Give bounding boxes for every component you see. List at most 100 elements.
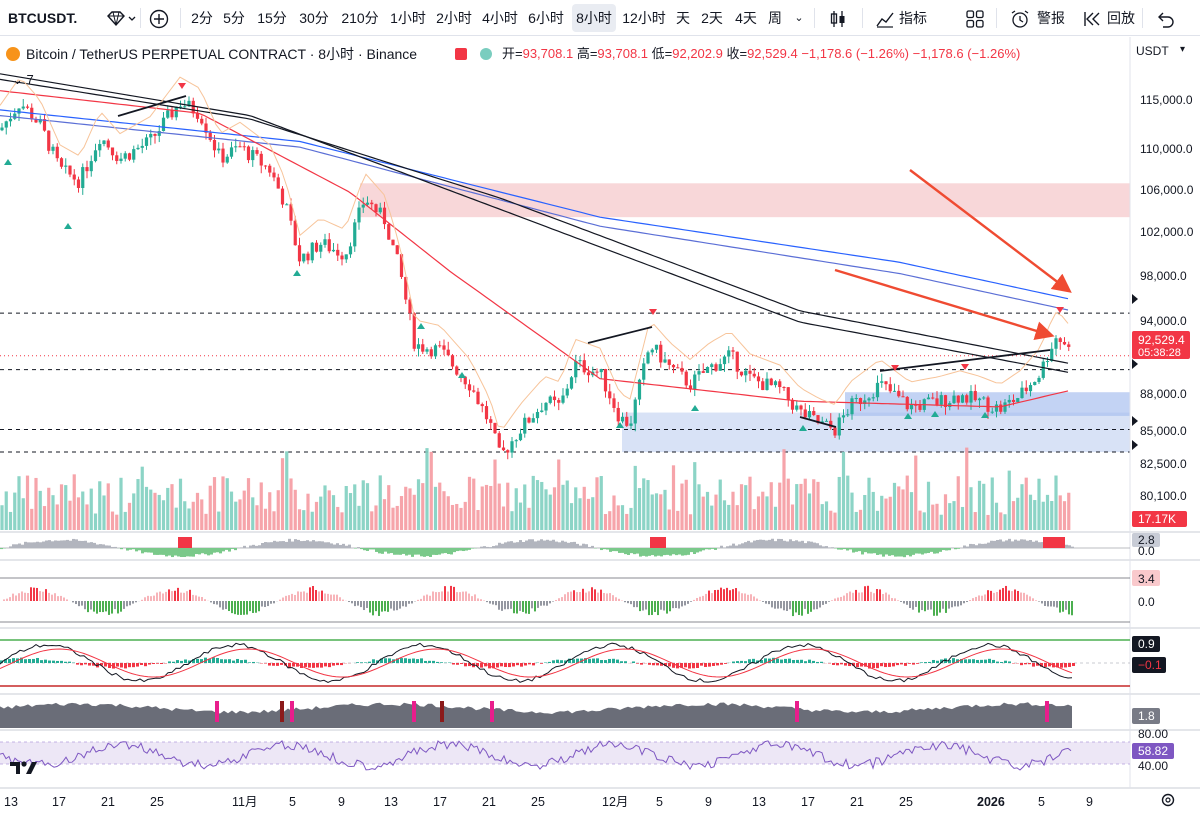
indicators-icon[interactable] [870, 4, 900, 32]
interval-8h[interactable]: 8小时 [572, 4, 616, 32]
macd-bar [1024, 663, 1027, 665]
interval-15m[interactable]: 15分 [257, 10, 287, 26]
interval-12h[interactable]: 12小时 [622, 10, 666, 26]
interval-4h[interactable]: 4小时 [482, 10, 518, 26]
volume-bar [761, 491, 765, 530]
volume-bar [493, 459, 497, 530]
oscillator-bar [396, 548, 399, 555]
candle-body [132, 149, 136, 160]
histogram-bar [474, 594, 476, 601]
histogram-bar [759, 600, 761, 601]
currency-selector[interactable]: USDT [1136, 44, 1169, 58]
oscillator-bar [306, 540, 309, 548]
volume-bar [467, 476, 472, 530]
macd-bar [532, 663, 535, 666]
candle-body [918, 405, 922, 410]
replay-button[interactable]: 回放 [1107, 10, 1135, 26]
alarm-clock-icon[interactable] [1006, 4, 1034, 32]
macd-bar [572, 659, 575, 663]
histogram-bar [162, 593, 164, 601]
macd-bar [792, 660, 795, 663]
histogram-bar [672, 601, 674, 609]
oscillator-bar [975, 545, 978, 548]
price-tick: 110,000.0 [1140, 142, 1193, 156]
oscillator-bar [930, 548, 933, 552]
indicators-toggle[interactable]: ⌄ 7 [12, 72, 34, 87]
histogram-bar [237, 601, 239, 615]
oscillator-bar [924, 548, 927, 554]
chevron-down-icon[interactable]: ▾ [1180, 44, 1186, 55]
oscillator-bar [303, 540, 306, 548]
oscillator-bar [531, 539, 534, 548]
chevron-down-icon[interactable]: ⌄ [794, 12, 804, 24]
interval-5m[interactable]: 5分 [223, 10, 245, 26]
volume-bar [268, 492, 272, 530]
interval-30m[interactable]: 30分 [299, 10, 329, 26]
date-tick: 9 [338, 795, 345, 809]
volume-bar [748, 476, 752, 530]
interval-2d[interactable]: 2天 [701, 10, 723, 26]
macd-bar [76, 663, 79, 665]
histogram-bar [120, 601, 122, 612]
macd-bar [692, 663, 695, 669]
histogram-bar [81, 601, 83, 606]
interval-4d[interactable]: 4天 [735, 10, 757, 26]
symbol-title[interactable]: Bitcoin / TetherUS PERPETUAL CONTRACT · … [26, 46, 418, 62]
oscillator-bar [993, 540, 996, 548]
candle-body [263, 165, 268, 167]
interval-2m[interactable]: 2分 [191, 10, 213, 26]
candle-body [820, 421, 824, 423]
histogram-bar [240, 601, 242, 615]
volume-bar [1054, 475, 1058, 530]
volume-bar [21, 498, 25, 530]
oscillator-bar [525, 540, 528, 548]
highlight-bar [280, 701, 284, 722]
volume-bar [633, 465, 637, 530]
interval-2h[interactable]: 2小时 [436, 10, 472, 26]
interval-1h[interactable]: 1小时 [390, 10, 426, 26]
histogram-bar [1041, 601, 1043, 604]
rsi-line [0, 740, 1072, 771]
histogram-bar [468, 593, 470, 601]
sell-marker [649, 309, 657, 315]
layout-grid-icon[interactable] [960, 4, 990, 32]
buy-marker [799, 425, 807, 431]
indicators-button[interactable]: 指标 [899, 10, 927, 26]
volume-bar [1067, 492, 1071, 530]
moving-average-line [0, 109, 1069, 300]
diamond-icon[interactable] [100, 4, 140, 32]
candle-body [701, 371, 705, 373]
macd-bar [0, 660, 3, 663]
interval-1d[interactable]: 天 [676, 10, 690, 26]
macd-bar [840, 663, 843, 665]
replay-rewind-icon[interactable] [1080, 4, 1104, 32]
macd-bar [760, 660, 763, 663]
volume-bar [178, 478, 183, 530]
volume-bar [990, 477, 994, 530]
macd-bar [108, 663, 111, 668]
interval-210m[interactable]: 210分 [341, 10, 379, 26]
sell-marker [961, 364, 969, 370]
date-tick: 2026 [977, 795, 1005, 809]
alert-button[interactable]: 警报 [1037, 10, 1065, 26]
histogram-bar [564, 594, 566, 601]
volume-bar [106, 483, 110, 530]
candle-style-icon[interactable] [824, 4, 852, 32]
interval-1w[interactable]: 周 [768, 10, 782, 26]
volume-bar [0, 505, 4, 530]
oscillator-bar [675, 548, 678, 556]
histogram-bar [591, 587, 593, 601]
candle-body [727, 350, 731, 357]
symbol-search-button[interactable]: BTCUSDT. [8, 10, 78, 26]
undo-icon[interactable] [1152, 4, 1180, 32]
oscillator-bar [546, 539, 549, 548]
macd-bar [1044, 663, 1047, 667]
interval-6h[interactable]: 6小时 [528, 10, 564, 26]
macd-bar [952, 658, 955, 663]
add-compare-icon[interactable] [145, 4, 173, 32]
flag-icon[interactable] [455, 48, 467, 60]
volume-bar [302, 510, 306, 530]
macd-bar [388, 658, 391, 663]
histogram-bar [816, 601, 818, 610]
